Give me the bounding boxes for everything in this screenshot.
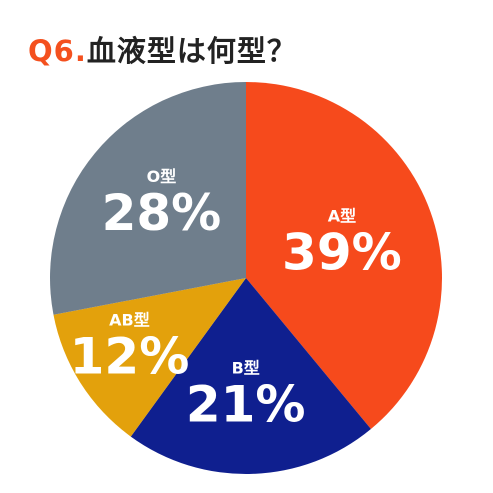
pie-slice — [130, 278, 371, 474]
slice-percentage: 21% — [186, 376, 306, 434]
slice-label: A型 — [328, 206, 356, 225]
pie-slice — [246, 82, 442, 430]
slice-label: AB型 — [109, 310, 150, 329]
question-text: 血液型は何型？ — [86, 34, 297, 68]
slice-label: O型 — [147, 167, 177, 186]
slice-percentage: 39% — [282, 223, 402, 281]
chart-title: Q6.血液型は何型？ — [28, 28, 297, 70]
pie-slice — [53, 278, 247, 437]
slice-percentage: 12% — [70, 327, 190, 385]
pie-slice — [49, 82, 246, 315]
question-number: Q6. — [28, 34, 87, 68]
slice-percentage: 28% — [102, 184, 222, 242]
slice-label: B型 — [232, 359, 260, 378]
